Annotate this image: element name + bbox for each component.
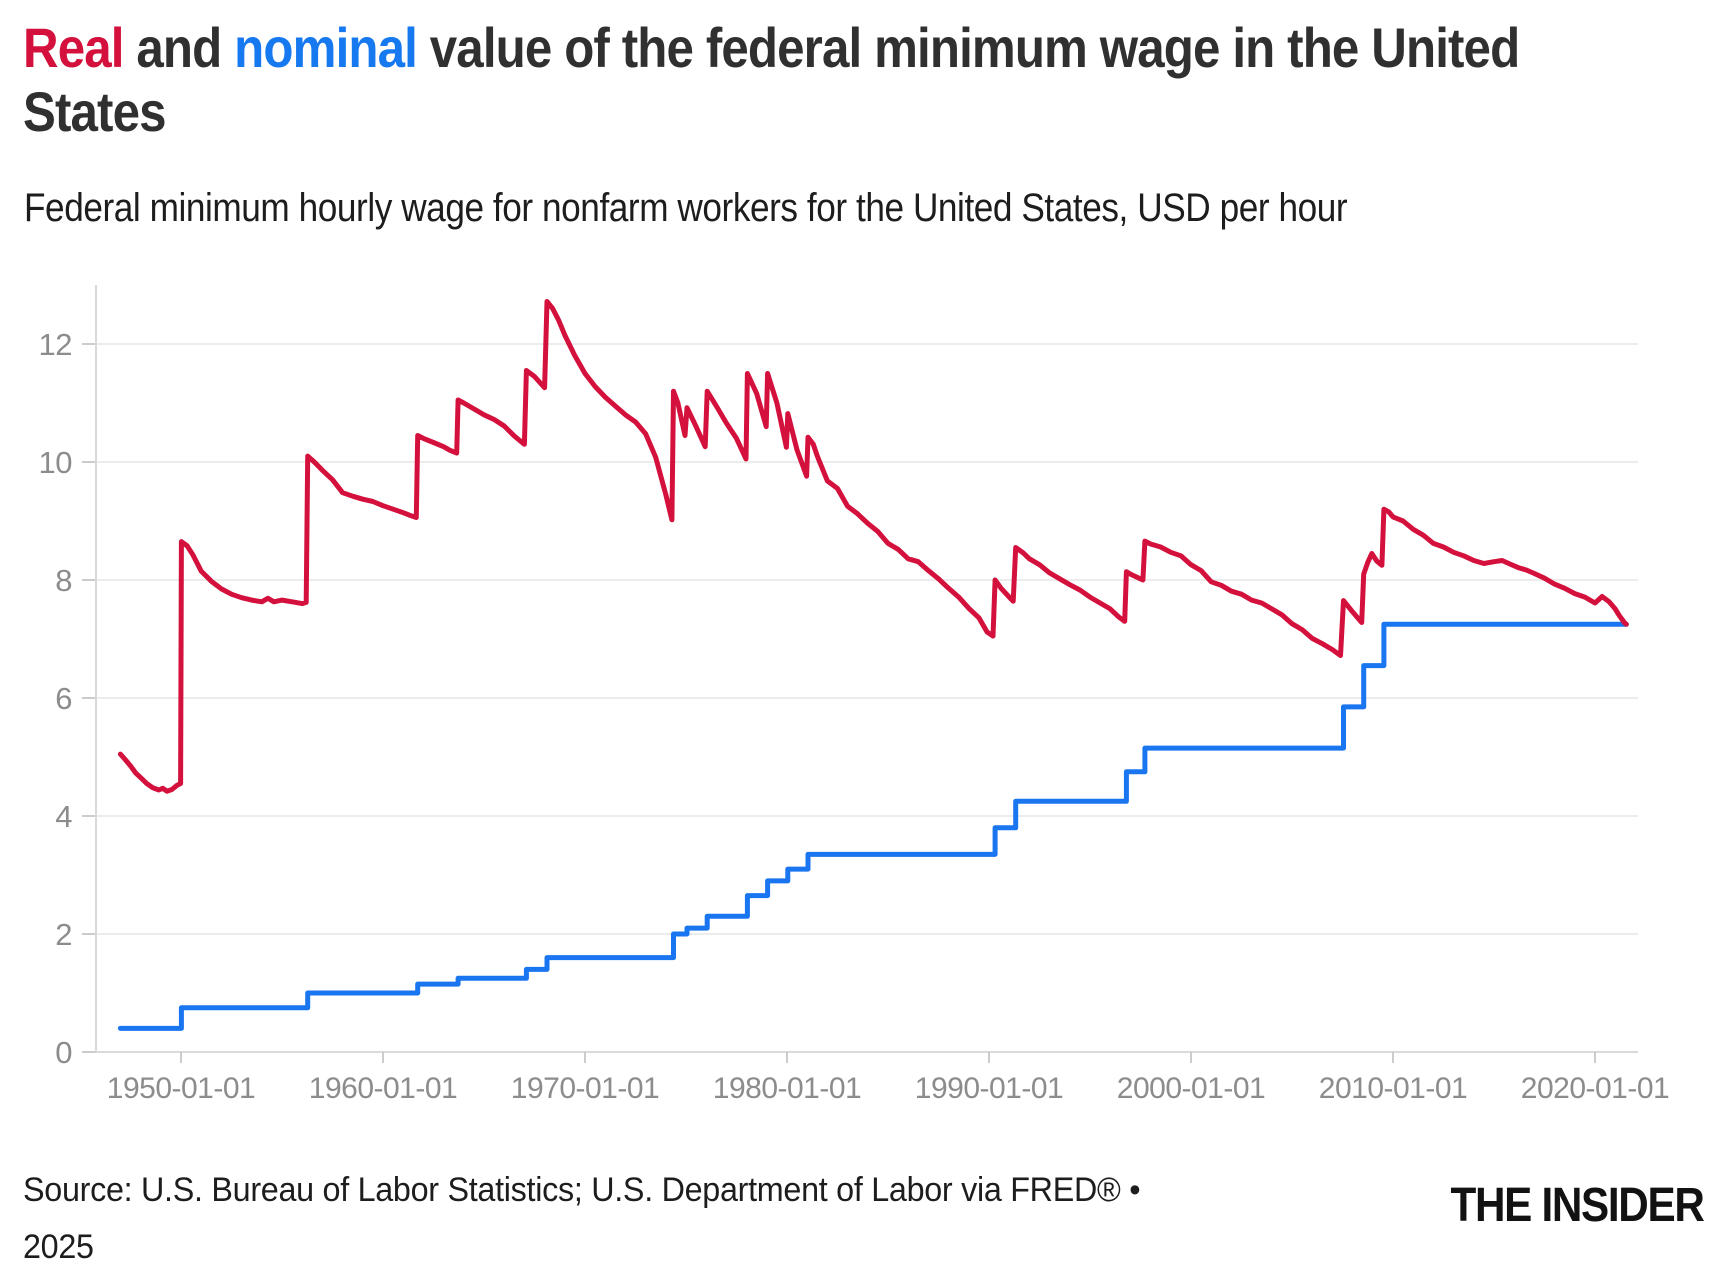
real-line xyxy=(117,299,1629,794)
source-note: Source: U.S. Bureau of Labor Statistics;… xyxy=(23,1162,1353,1276)
title-word-nominal: nominal xyxy=(234,16,418,79)
x-tick-label: 1990-01-01 xyxy=(915,1072,1063,1105)
publisher-logo: THE INSIDER xyxy=(1450,1179,1705,1232)
x-tick-label: 1970-01-01 xyxy=(511,1072,659,1105)
source-line-1: Source: U.S. Bureau of Labor Statistics;… xyxy=(23,1171,1141,1209)
x-tick-label: 1980-01-01 xyxy=(713,1072,861,1105)
x-tick-label: 2020-01-01 xyxy=(1521,1072,1669,1105)
x-tick-label: 1960-01-01 xyxy=(309,1072,457,1105)
title-rest: value of the federal minimum wage in the… xyxy=(23,16,1520,143)
y-tick-label: 2 xyxy=(55,917,72,952)
y-tick-label: 12 xyxy=(39,327,72,362)
x-tick-label: 2010-01-01 xyxy=(1319,1072,1467,1105)
y-tick-label: 6 xyxy=(55,681,72,716)
nominal-line xyxy=(117,621,1629,1031)
wage-line-chart: 0 2 4 6 8 10 12 1950-01-01 1960-01-01 1970-01-01 1… xyxy=(39,285,1670,1105)
chart-subtitle: Federal minimum hourly wage for nonfarm … xyxy=(24,186,1348,230)
y-tick-label: 4 xyxy=(55,799,72,834)
page-title: Real and nominal value of the federal mi… xyxy=(23,16,1537,144)
title-word-and: and xyxy=(123,16,235,79)
y-tick-label: 10 xyxy=(39,445,73,480)
x-tick-label: 2000-01-01 xyxy=(1117,1072,1265,1105)
y-tick-label: 8 xyxy=(55,563,72,598)
y-tick-label: 0 xyxy=(55,1035,72,1070)
title-word-real: Real xyxy=(23,16,124,79)
x-tick-label: 1950-01-01 xyxy=(107,1072,255,1105)
source-line-2: 2025 xyxy=(23,1228,94,1266)
